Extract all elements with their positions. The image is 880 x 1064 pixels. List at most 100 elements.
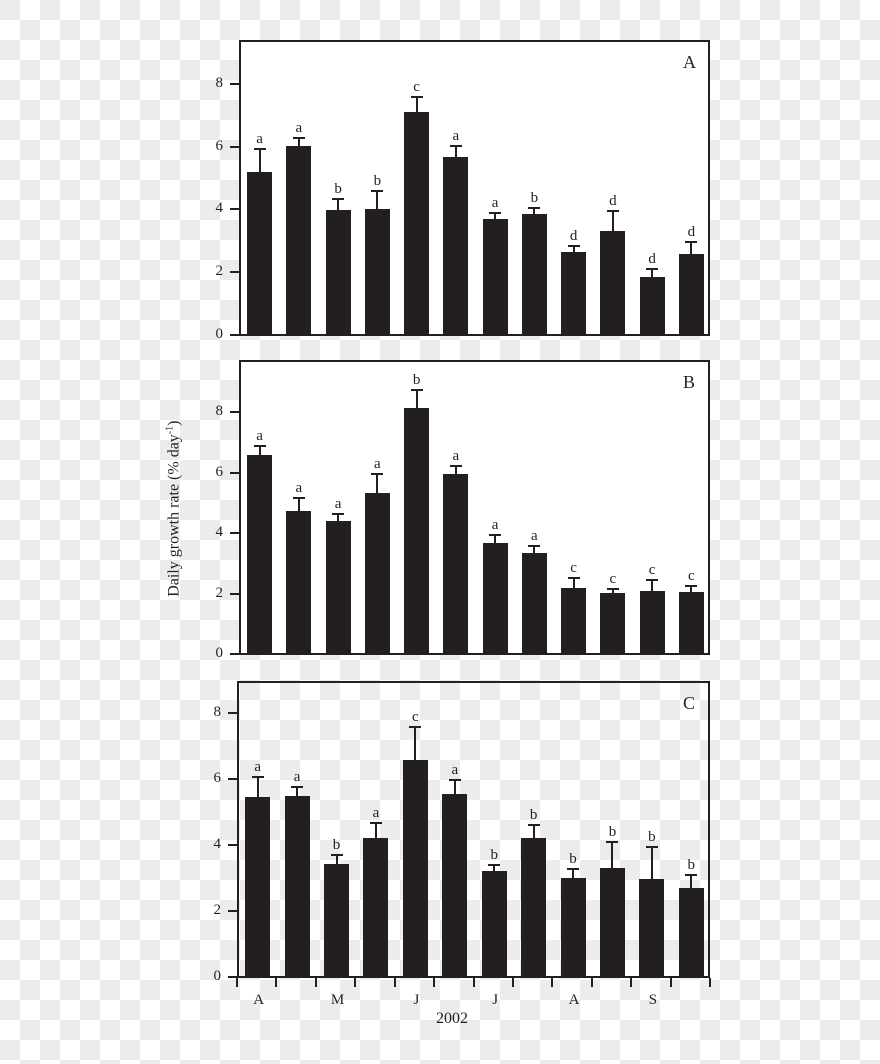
significance-letter: b	[687, 857, 696, 874]
significance-letter: a	[491, 517, 499, 534]
significance-letter: c	[688, 567, 695, 584]
error-bar-cap	[253, 444, 266, 447]
bar	[482, 219, 508, 335]
error-bar	[690, 585, 693, 592]
error-bar-cap	[449, 465, 462, 468]
y-tick	[230, 532, 239, 534]
bar	[521, 214, 547, 335]
error-bar	[572, 246, 575, 252]
error-bar	[335, 854, 338, 865]
bar	[363, 838, 389, 977]
significance-letter: b	[529, 806, 538, 823]
x-tick	[393, 978, 396, 987]
significance-letter: a	[531, 528, 538, 544]
y-tick	[228, 976, 237, 978]
y-tick-label: 0	[215, 326, 224, 342]
error-bar-cap	[567, 577, 580, 580]
x-tick	[590, 978, 593, 987]
significance-letter: a	[256, 427, 263, 444]
significance-letter: a	[293, 768, 301, 785]
error-bar-cap	[685, 874, 698, 877]
significance-letter: a	[491, 194, 499, 211]
bar	[481, 871, 507, 977]
significance-letter: b	[332, 836, 341, 853]
y-tick-label: 8	[215, 403, 224, 419]
significance-letter: a	[451, 761, 459, 778]
x-month-label: A	[568, 992, 580, 1008]
significance-letter: a	[334, 496, 342, 513]
x-month-label: J	[492, 992, 499, 1008]
bar	[402, 759, 428, 977]
error-bar	[414, 726, 417, 760]
y-tick-label: 2	[213, 902, 222, 918]
x-month-label: J	[413, 992, 420, 1008]
significance-letter: c	[412, 708, 419, 725]
bar	[678, 591, 704, 654]
significance-letter: b	[530, 190, 539, 207]
error-bar-cap	[449, 144, 462, 147]
y-tick-label: 0	[215, 645, 224, 661]
error-bar-cap	[330, 853, 343, 856]
error-bar	[651, 269, 654, 277]
error-bar-cap	[488, 864, 501, 867]
error-bar	[651, 579, 654, 592]
bar	[600, 231, 626, 335]
error-bar-cap	[527, 823, 540, 826]
error-bar	[376, 474, 379, 494]
error-bar-cap	[292, 137, 305, 140]
error-bar-cap	[410, 388, 423, 391]
y-tick	[228, 712, 237, 714]
error-bar-cap	[567, 867, 580, 870]
significance-letter: a	[254, 758, 262, 775]
significance-letter: b	[648, 828, 656, 845]
significance-letter: a	[256, 130, 263, 147]
x-month-label: M	[330, 992, 345, 1008]
bar	[600, 592, 626, 654]
error-bar-cap	[646, 268, 659, 271]
x-axis-title: 2002	[436, 1010, 468, 1027]
bar	[442, 793, 468, 977]
error-bar-cap	[489, 211, 502, 214]
panel-a-frame	[239, 40, 710, 336]
significance-letter: d	[648, 251, 656, 268]
x-tick	[354, 978, 357, 987]
error-bar	[454, 145, 457, 157]
error-bar	[453, 779, 456, 794]
error-bar-cap	[645, 845, 658, 848]
y-tick-label: 4	[215, 524, 224, 540]
significance-letter: c	[609, 570, 617, 587]
y-tick-label: 6	[215, 463, 224, 480]
error-bar-cap	[489, 534, 502, 537]
error-bar-cap	[251, 775, 264, 778]
panel-letter-c: C	[683, 693, 696, 713]
significance-letter: b	[569, 850, 577, 867]
bar	[482, 542, 508, 654]
error-bar	[572, 868, 575, 878]
bar	[364, 493, 390, 654]
y-tick	[230, 471, 239, 474]
bar	[678, 253, 704, 335]
bar	[678, 887, 704, 977]
x-tick	[472, 978, 475, 987]
error-bar	[611, 842, 614, 869]
y-tick	[230, 592, 239, 595]
error-bar	[415, 96, 418, 113]
error-bar-cap	[606, 841, 619, 844]
y-axis-title-close: )	[165, 420, 183, 426]
significance-letter: d	[687, 224, 696, 241]
y-tick-label: 4	[213, 836, 222, 852]
error-bar-cap	[253, 147, 266, 150]
bar	[245, 797, 271, 977]
error-bar-cap	[291, 785, 304, 788]
error-bar-cap	[528, 545, 541, 547]
error-bar	[376, 190, 379, 210]
error-bar	[532, 824, 535, 839]
bar	[443, 474, 469, 654]
significance-letter: a	[452, 448, 460, 465]
error-bar-cap	[606, 587, 619, 590]
error-bar	[337, 199, 340, 211]
bar	[560, 878, 586, 977]
significance-letter: b	[334, 181, 342, 198]
x-month-label: A	[253, 992, 265, 1008]
y-tick-label: 4	[215, 200, 224, 217]
